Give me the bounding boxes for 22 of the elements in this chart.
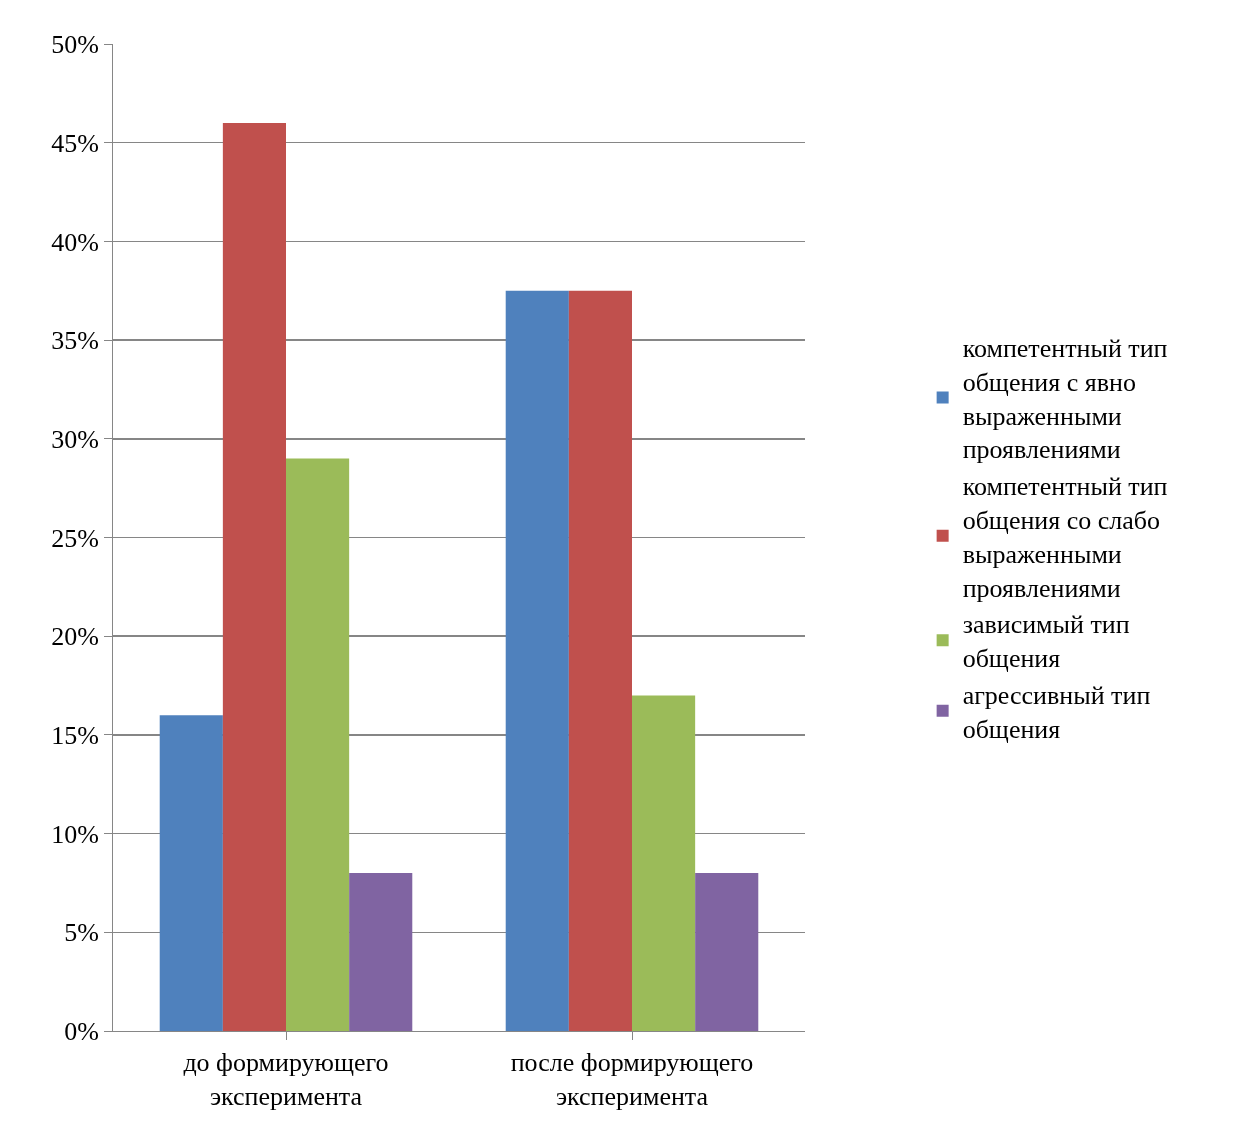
y-tick-label: 10% (51, 819, 99, 849)
x-tick-label: после формирующего эксперимента (510, 1048, 754, 1111)
y-tick-label: 35% (51, 326, 99, 356)
bar (505, 290, 569, 1031)
x-tick-label: до формирующего эксперимента (183, 1048, 389, 1111)
bar (222, 122, 286, 1031)
bar (568, 290, 632, 1031)
y-tick-label: 30% (51, 424, 99, 454)
legend-label: агрессивный тип общения (962, 681, 1151, 744)
bar (695, 873, 759, 1031)
y-tick-label: 50% (51, 30, 99, 60)
y-tick-label: 5% (64, 918, 99, 948)
y-tick-label: 25% (51, 523, 99, 553)
bar (159, 715, 223, 1031)
y-tick-label: 20% (51, 622, 99, 652)
y-tick-label: 45% (51, 128, 99, 158)
y-tick-label: 40% (51, 227, 99, 257)
bar (349, 873, 413, 1031)
y-tick-label: 0% (64, 1017, 99, 1047)
bar (632, 695, 696, 1031)
bar (286, 458, 350, 1031)
y-tick-label: 15% (51, 721, 99, 750)
